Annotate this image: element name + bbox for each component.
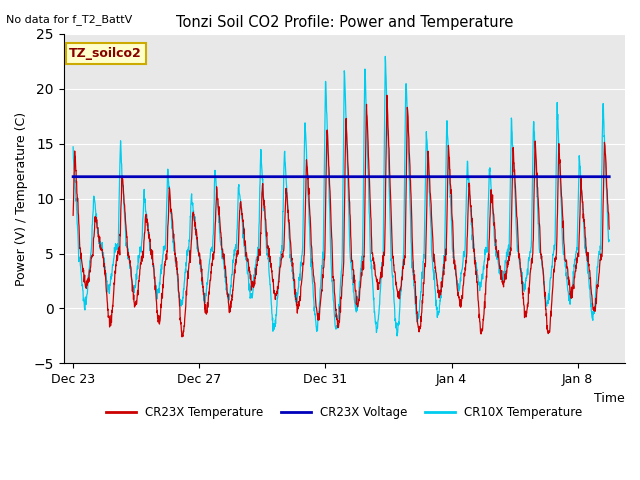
Text: TZ_soilco2: TZ_soilco2	[69, 47, 142, 60]
Text: No data for f_T2_BattV: No data for f_T2_BattV	[6, 14, 132, 25]
Legend: CR23X Temperature, CR23X Voltage, CR10X Temperature: CR23X Temperature, CR23X Voltage, CR10X …	[102, 401, 587, 423]
X-axis label: Time: Time	[595, 392, 625, 405]
Title: Tonzi Soil CO2 Profile: Power and Temperature: Tonzi Soil CO2 Profile: Power and Temper…	[175, 15, 513, 30]
Y-axis label: Power (V) / Temperature (C): Power (V) / Temperature (C)	[15, 112, 28, 286]
